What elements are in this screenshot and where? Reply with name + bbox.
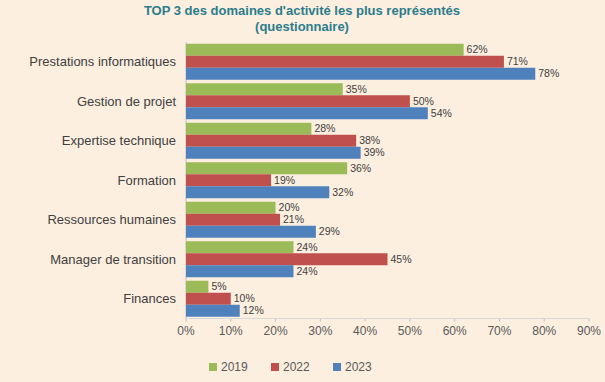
data-label: 71%: [507, 55, 528, 67]
bar: [186, 202, 276, 214]
data-label: 5%: [211, 280, 226, 292]
bar: [186, 147, 361, 159]
bar: [186, 95, 410, 107]
bar: [186, 68, 535, 80]
tick-label: 40%: [353, 324, 377, 338]
data-label: 21%: [283, 213, 304, 225]
legend-swatch: [333, 363, 341, 371]
data-label: 39%: [364, 146, 385, 158]
tick-label: 10%: [219, 324, 243, 338]
category-label: Ressources humaines: [47, 212, 176, 227]
tick-label: 50%: [398, 324, 422, 338]
tick-label: 20%: [264, 324, 288, 338]
data-label: 62%: [467, 43, 488, 55]
category-label: Finances: [123, 291, 176, 306]
bar: [186, 305, 240, 317]
bar: [186, 241, 293, 253]
data-label: 78%: [538, 67, 559, 79]
bars: [186, 44, 535, 317]
data-label: 20%: [279, 201, 300, 213]
tick-label: 0%: [177, 324, 195, 338]
data-label: 38%: [359, 134, 380, 146]
data-label: 45%: [391, 253, 412, 265]
data-label: 19%: [274, 174, 295, 186]
data-label: 24%: [296, 265, 317, 277]
bar: [186, 107, 428, 119]
tick-label: 90%: [577, 324, 601, 338]
tick-label: 30%: [308, 324, 332, 338]
data-label: 28%: [314, 122, 335, 134]
category-label: Prestations informatiques: [29, 54, 176, 69]
data-label: 10%: [234, 292, 255, 304]
legend-label: 2019: [221, 360, 248, 374]
data-label: 50%: [413, 95, 434, 107]
category-label: Gestion de projet: [77, 94, 176, 109]
data-label: 54%: [431, 107, 452, 119]
bar: [186, 253, 388, 265]
bar: [186, 162, 347, 174]
category-label: Manager de transition: [50, 252, 176, 267]
bar: [186, 293, 231, 305]
bar: [186, 226, 316, 238]
bar: [186, 135, 356, 147]
bar: [186, 83, 343, 95]
bar: [186, 174, 271, 186]
tick-label: 60%: [443, 324, 467, 338]
bar: [186, 123, 311, 135]
chart: TOP 3 des domaines d'activité les plus r…: [0, 0, 605, 382]
data-label: 29%: [319, 225, 340, 237]
bar: [186, 281, 208, 293]
bar: [186, 44, 464, 56]
bar: [186, 186, 329, 198]
tick-label: 70%: [487, 324, 511, 338]
legend-swatch: [209, 363, 217, 371]
bar: [186, 265, 293, 277]
bar: [186, 56, 504, 68]
value-axis: [186, 318, 589, 319]
data-label: 24%: [296, 241, 317, 253]
data-labels: 62% 35% 28% 36% 20% 24% 5% 71% 50% 38% 19% 21% 45% 10…: [211, 43, 559, 316]
subtitle: (questionnaire): [255, 19, 349, 34]
legend-swatch: [271, 363, 279, 371]
data-label: 35%: [346, 83, 367, 95]
legend-label: 2022: [283, 360, 310, 374]
bar: [186, 214, 280, 226]
data-label: 32%: [332, 186, 353, 198]
tick-label: 80%: [532, 324, 556, 338]
title: TOP 3 des domaines d'activité les plus r…: [144, 3, 460, 18]
category-label: Formation: [117, 173, 176, 188]
legend: 2019 2022 2023: [209, 360, 372, 374]
category-label: Expertise technique: [62, 133, 176, 148]
data-label: 12%: [243, 304, 264, 316]
legend-label: 2023: [345, 360, 372, 374]
data-label: 36%: [350, 162, 371, 174]
